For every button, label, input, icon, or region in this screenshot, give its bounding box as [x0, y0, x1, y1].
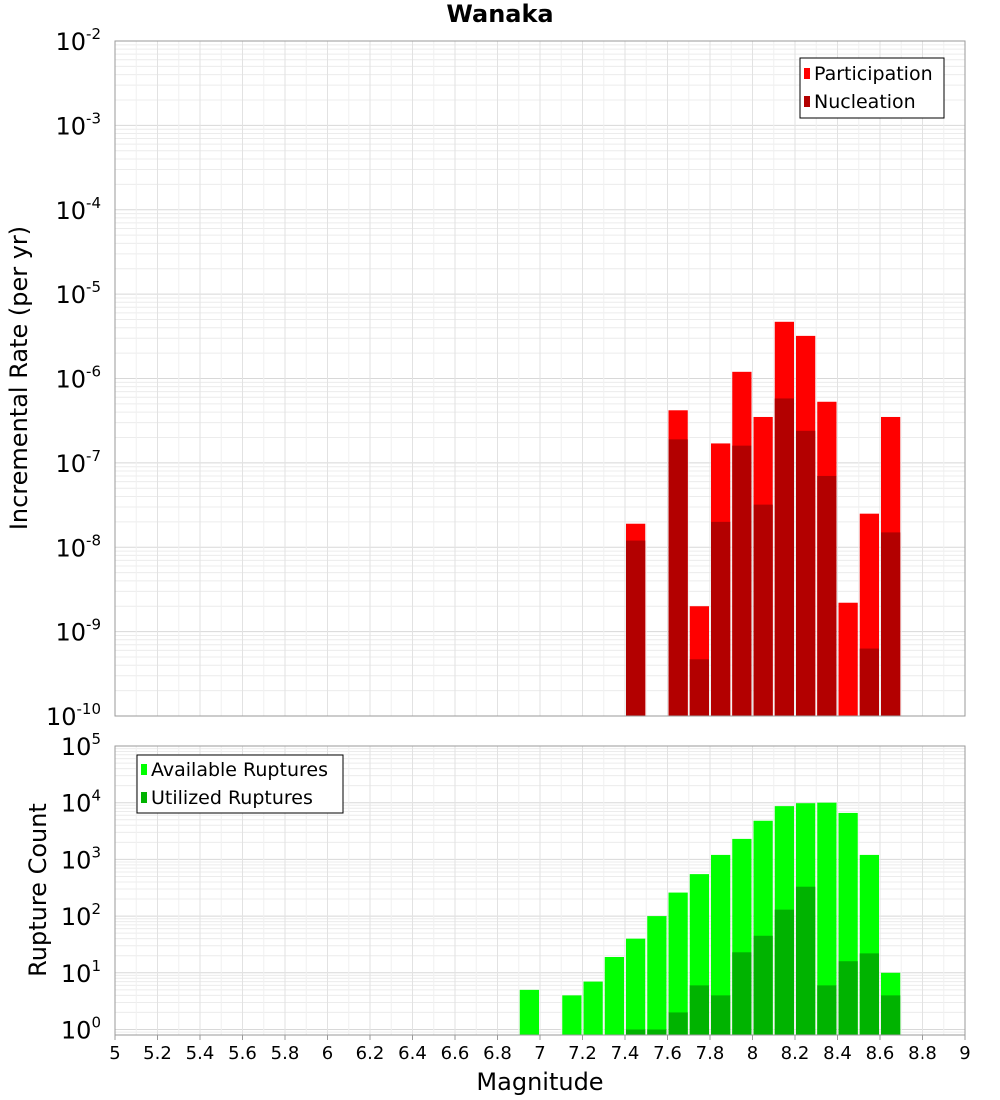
rate-bar-secondary	[626, 540, 646, 716]
count-bar-primary	[519, 989, 539, 1035]
count-legend: Available Ruptures Utilized Ruptures	[136, 754, 344, 814]
legend-participation-label: Participation	[814, 63, 933, 85]
x-tick-label: 7	[534, 1043, 545, 1064]
count-bar-primary	[562, 995, 582, 1035]
rate-plot: 10-2 10-3 10-4 10-5 10-6 10-7 10-8 10-9 10-10	[46, 25, 966, 731]
rate-bar-secondary	[668, 439, 688, 716]
x-tick-label: 7.8	[696, 1043, 725, 1064]
count-bar-primary	[817, 802, 837, 1035]
legend-nucleation-swatch	[804, 96, 810, 107]
count-bar-primary	[668, 892, 688, 1035]
count-bar-secondary	[711, 995, 731, 1035]
x-tick-label: 6.2	[356, 1043, 385, 1064]
rate-legend: Participation Nucleation	[799, 57, 945, 119]
x-tick-label: 9	[959, 1043, 970, 1064]
x-tick-label: 8.8	[908, 1043, 937, 1064]
rate-bar-secondary	[753, 504, 773, 716]
count-y-tick-label: 103	[61, 843, 101, 874]
count-bar-primary	[583, 981, 603, 1035]
count-bar-secondary	[647, 1029, 667, 1035]
count-bar-primary	[711, 854, 731, 1035]
rate-bar-secondary	[859, 648, 879, 716]
count-y-tick-label: 100	[61, 1014, 101, 1045]
count-y-tick-label: 102	[61, 900, 101, 931]
rate-bar-secondary	[817, 475, 837, 716]
rate-plot-frame	[114, 40, 966, 717]
count-bar-secondary	[668, 1012, 688, 1035]
x-tick-label: 5.6	[228, 1043, 257, 1064]
rate-bar-secondary	[689, 659, 709, 716]
x-tick-label: 5.4	[186, 1043, 215, 1064]
legend-available-swatch	[141, 764, 147, 775]
count-bar-secondary	[774, 909, 794, 1035]
count-bar-secondary	[732, 952, 752, 1035]
x-tick-label: 6	[322, 1043, 333, 1064]
legend-participation-swatch	[804, 68, 810, 79]
count-bar-secondary	[626, 1029, 646, 1035]
count-bar-primary	[647, 916, 667, 1035]
legend-nucleation-label: Nucleation	[814, 91, 916, 113]
count-bar-secondary	[796, 886, 816, 1035]
x-tick-label: 7.2	[568, 1043, 597, 1064]
count-bar-primary	[626, 938, 646, 1035]
rate-bar-secondary	[711, 521, 731, 716]
count-y-axis-label: Rupture Count	[24, 803, 52, 977]
x-tick-label: 5.2	[143, 1043, 172, 1064]
rate-y-tick-label: 10-3	[55, 109, 101, 140]
count-bar-secondary	[881, 995, 901, 1035]
legend-available-label: Available Ruptures	[151, 759, 328, 781]
rate-bar-secondary	[881, 532, 901, 716]
rate-y-axis-label: Incremental Rate (per yr)	[5, 226, 33, 530]
chart-title: Wanaka	[446, 0, 553, 28]
rate-y-tick-label: 10-4	[55, 194, 101, 225]
legend-utilized-label: Utilized Ruptures	[151, 787, 313, 809]
count-bar-secondary	[838, 961, 858, 1035]
x-tick-label: 5.8	[271, 1043, 300, 1064]
count-y-tick-label: 101	[61, 957, 101, 988]
count-bar-primary	[604, 956, 624, 1035]
count-bar-secondary	[859, 953, 879, 1035]
count-bar-secondary	[689, 985, 709, 1035]
rate-y-tick-label: 10-7	[55, 447, 101, 478]
rate-y-tick-label: 10-2	[55, 25, 101, 56]
x-tick-label: 8	[747, 1043, 758, 1064]
count-bar-secondary	[817, 985, 837, 1035]
x-tick-label: 8.6	[866, 1043, 895, 1064]
x-tick-label: 7.4	[611, 1043, 640, 1064]
legend-utilized-swatch	[141, 792, 147, 803]
x-tick-label: 6.4	[398, 1043, 427, 1064]
rate-y-tick-label: 10-6	[55, 363, 101, 394]
x-tick-label: 6.8	[483, 1043, 512, 1064]
x-axis-label: Magnitude	[476, 1068, 603, 1096]
x-tick-label: 8.2	[781, 1043, 810, 1064]
rate-bar-secondary	[796, 430, 816, 716]
rate-y-tick-label: 10-9	[55, 616, 101, 647]
x-tick-label: 7.6	[653, 1043, 682, 1064]
rate-y-tick-label: 10-8	[55, 531, 101, 562]
rate-bar-secondary	[732, 445, 752, 716]
rate-y-tick-label: 10-5	[55, 278, 101, 309]
count-bar-secondary	[753, 935, 773, 1035]
rate-y-tick-label: 10-10	[46, 700, 101, 731]
count-y-tick-label: 105	[61, 730, 101, 761]
count-y-tick-label: 104	[61, 787, 101, 818]
x-tick-label: 6.6	[441, 1043, 470, 1064]
rate-bar-secondary	[774, 398, 794, 716]
x-tick-label: 5	[109, 1043, 120, 1064]
rate-bar-primary	[838, 602, 858, 716]
x-tick-label: 8.4	[823, 1043, 852, 1064]
